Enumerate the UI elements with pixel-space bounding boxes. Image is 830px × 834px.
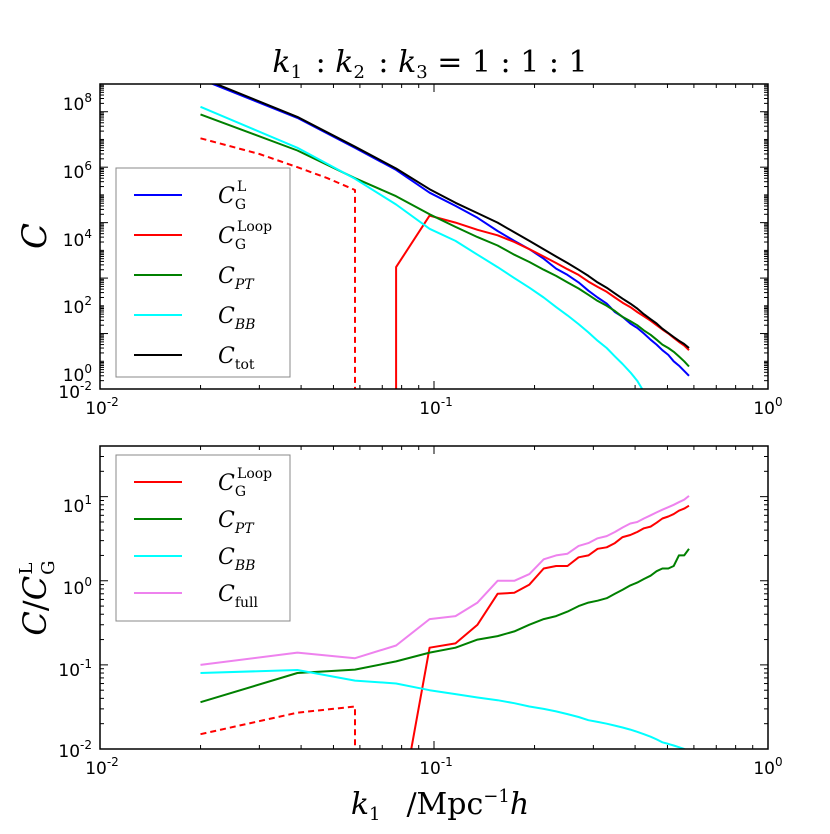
top-legend-box — [115, 167, 291, 378]
bottom-series-c-g-loop-negative-line — [200, 705, 357, 749]
top-y-tick-labels: 108 106 104 102 100 10-2 — [58, 91, 92, 403]
bottom-x-tick-labels: 10-2 10-1 100 — [85, 755, 782, 779]
bottom-legend-label: CGLoop — [218, 466, 272, 500]
ytick-top-1e4: 104 — [63, 227, 92, 251]
xtick-bottom-1e0: 100 — [753, 755, 782, 779]
bottom-legend-label: CPT — [218, 508, 255, 537]
bottom-y-tick-labels: 101 100 10-1 10-2 — [58, 493, 92, 762]
bottom-series-c-g-loop-line — [410, 504, 690, 749]
ytick-bottom-1e1: 101 — [63, 493, 92, 517]
bottom-legend-label: Cfull — [218, 582, 259, 611]
bottom-series-c-bb-line — [200, 669, 687, 749]
top-series-c-g-loop-line — [395, 214, 690, 389]
top-panel-frame — [99, 83, 769, 390]
xtick-top-1e-2: 10-2 — [85, 395, 119, 419]
top-series-c-tot-line — [213, 84, 690, 349]
top-series-c-bb-line — [200, 105, 644, 389]
top-series-c-g-loop-negative-line — [200, 137, 357, 389]
bottom-series-c-full-line — [200, 495, 690, 666]
xtick-top-1e-1: 10-1 — [419, 395, 453, 419]
x-axis-label: k1/Mpc−1h — [351, 786, 529, 825]
ytick-top-1e8: 108 — [63, 91, 92, 115]
ytick-top-1e-2: 10-2 — [58, 379, 92, 403]
bottom-panel-frame — [99, 445, 769, 750]
top-legend-label: CGL — [218, 179, 246, 213]
chart-title: k1 : k2 : k3 = 1 : 1 : 1 — [272, 45, 587, 83]
bottom-series-c-pt-line — [200, 548, 690, 704]
top-legend-label: Ctot — [218, 344, 255, 373]
bottom-legend-label: CBB — [218, 545, 255, 574]
ytick-top-1e0: 100 — [63, 362, 92, 386]
top-x-tick-labels: 10-2 10-1 100 — [85, 395, 782, 419]
top-series-c-pt-line — [200, 113, 690, 368]
top-y-axis-label: C — [15, 223, 55, 249]
xtick-top-1e0: 100 — [753, 395, 782, 419]
xtick-bottom-1e-2: 10-2 — [85, 755, 119, 779]
top-legend-label: CGLoop — [218, 219, 272, 253]
bottom-legend: CGLoop CPT CBB Cfull — [115, 454, 291, 622]
top-panel-lines — [200, 84, 690, 389]
top-legend: CGL CGLoop CPT CBB Ctot — [115, 167, 291, 378]
top-legend-label: CBB — [218, 304, 255, 333]
ytick-top-1e2: 102 — [63, 294, 92, 318]
xtick-bottom-1e-1: 10-1 — [419, 755, 453, 779]
ytick-bottom-1e-1: 10-1 — [58, 657, 92, 681]
bottom-y-axis-label: C/CGL — [16, 560, 59, 635]
ytick-bottom-1e-2: 10-2 — [58, 738, 92, 762]
bottom-panel-lines — [200, 495, 690, 749]
ytick-top-1e6: 106 — [63, 159, 92, 183]
top-series-c-g-l-line — [210, 84, 690, 377]
ytick-bottom-1e0: 100 — [63, 575, 92, 599]
top-legend-label: CPT — [218, 264, 255, 293]
